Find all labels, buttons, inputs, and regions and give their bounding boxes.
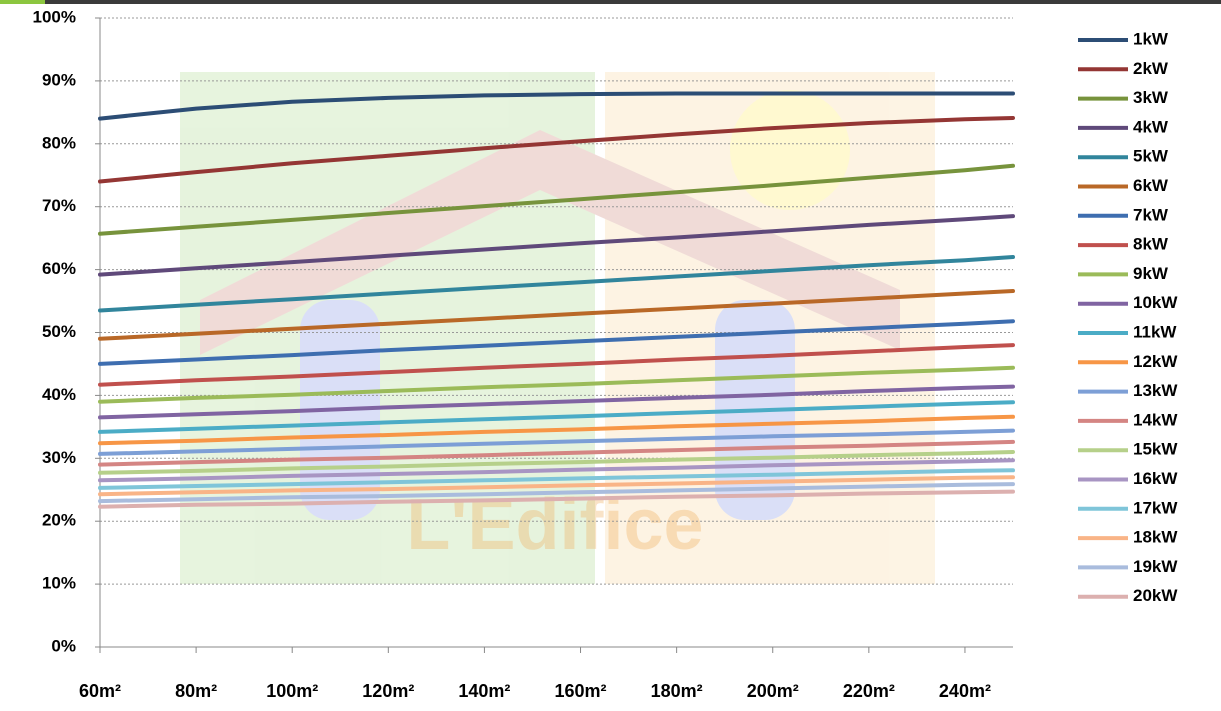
y-tick-label: 100% [33,7,76,26]
y-tick-label: 10% [42,574,76,593]
legend-label: 2kW [1133,59,1169,78]
series-line [98,255,1015,313]
x-tick-label: 80m² [175,681,217,701]
series-line [98,450,1015,475]
legend-label: 14kW [1133,410,1178,429]
legend-label: 15kW [1133,440,1178,459]
legend-label: 17kW [1133,498,1178,517]
legend-label: 7kW [1133,205,1169,224]
legend-label: 12kW [1133,352,1178,371]
series-line [98,489,1015,509]
x-tick-label: 160m² [555,681,607,701]
top-bar-accent [0,0,45,4]
y-tick-label: 0% [51,636,76,655]
x-tick-label: 180m² [651,681,703,701]
legend-label: 13kW [1133,381,1178,400]
y-tick-label: 70% [42,196,76,215]
legend-label: 10kW [1133,293,1178,312]
legend-label: 5kW [1133,147,1169,166]
series-line [98,289,1015,341]
x-tick-label: 100m² [266,681,318,701]
series-line [98,163,1015,236]
legend-label: 6kW [1133,176,1169,195]
x-tick-label: 200m² [747,681,799,701]
legend-label: 19kW [1133,557,1178,576]
y-tick-label: 50% [42,322,76,341]
y-tick-label: 30% [42,448,76,467]
top-bar [0,0,1221,4]
series-line [98,319,1015,366]
y-tick-label: 80% [42,133,76,152]
legend-label: 9kW [1133,264,1169,283]
y-tick-label: 40% [42,385,76,404]
series-line [98,414,1015,446]
legend-label: 18kW [1133,528,1178,547]
legend-label: 1kW [1133,29,1169,48]
series-line [98,475,1015,497]
y-tick-label: 90% [42,70,76,89]
legend-label: 20kW [1133,586,1178,605]
legend-label: 4kW [1133,117,1169,136]
series-line [98,365,1015,404]
series-line [98,116,1015,184]
series-line [98,400,1015,434]
x-tick-label: 120m² [362,681,414,701]
series-line [98,428,1015,456]
legend-label: 3kW [1133,88,1169,107]
series-line [98,91,1015,121]
x-tick-label: 220m² [843,681,895,701]
series-line [98,482,1015,504]
x-tick-label: 60m² [79,681,121,701]
legend-label: 16kW [1133,469,1178,488]
series-line [98,343,1015,387]
series-line [98,384,1015,420]
series-line [98,439,1015,467]
legend-label: 8kW [1133,235,1169,254]
series-line [98,468,1015,490]
x-tick-label: 140m² [458,681,510,701]
legend-label: 11kW [1133,322,1177,341]
series-line [98,214,1015,277]
series-line [98,458,1015,483]
y-tick-label: 60% [42,259,76,278]
x-tick-label: 240m² [939,681,991,701]
y-tick-label: 20% [42,511,76,530]
